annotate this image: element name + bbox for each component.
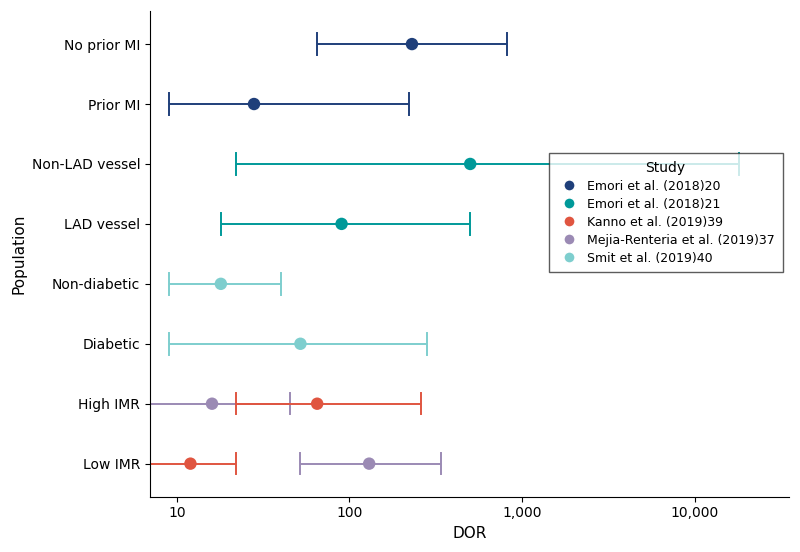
Point (247, 99, 260, 108)
Legend: Emori et al. (2018)20, Emori et al. (2018)21, Kanno et al. (2019)39, Mejia-Rente: Emori et al. (2018)20, Emori et al. (201… (549, 153, 782, 272)
Point (206, 399, 218, 408)
Point (362, 459, 375, 468)
Point (214, 279, 227, 288)
Point (464, 160, 477, 168)
Point (310, 399, 323, 408)
Point (184, 459, 197, 468)
Point (335, 220, 348, 229)
Point (294, 339, 307, 348)
X-axis label: DOR: DOR (452, 526, 486, 541)
Y-axis label: Population: Population (11, 214, 26, 294)
Point (406, 40, 418, 49)
